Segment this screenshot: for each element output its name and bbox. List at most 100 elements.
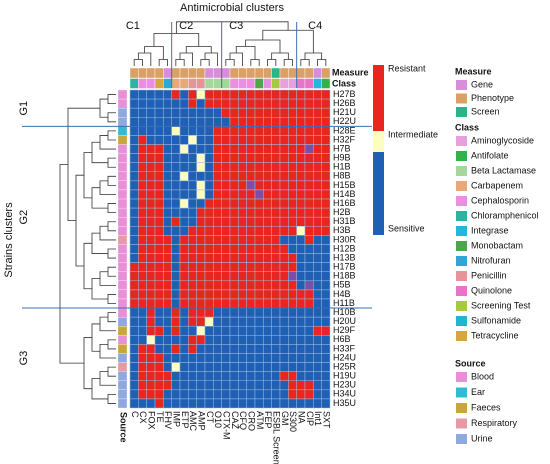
cell: [188, 398, 197, 409]
source-cell: [117, 262, 128, 272]
cell: [179, 344, 189, 354]
dendrogram: [133, 59, 143, 66]
dendrogram: [107, 393, 116, 404]
cell: [213, 307, 222, 318]
cell: [271, 353, 281, 363]
cell: [238, 389, 247, 400]
cell: [179, 189, 189, 200]
cell: [254, 135, 264, 145]
cell: [254, 207, 264, 218]
cell: [313, 262, 322, 272]
cell: [204, 307, 214, 318]
cell: [138, 253, 147, 263]
legend-label: Urine: [471, 433, 493, 443]
cell: [129, 335, 139, 345]
cell: [154, 362, 164, 372]
cell: [263, 253, 272, 263]
scale-resistant: [373, 65, 384, 131]
cell: [188, 89, 197, 100]
cell: [263, 107, 272, 118]
cell: [229, 244, 239, 254]
cell: [288, 171, 297, 182]
cell: [279, 389, 289, 400]
cell: [254, 216, 264, 227]
cell: [271, 98, 281, 109]
cell: [288, 389, 297, 400]
cell: [154, 398, 164, 409]
cell: [229, 389, 239, 400]
column-label: GM: [280, 411, 290, 426]
cell: [321, 271, 331, 282]
dendrogram: [91, 323, 100, 352]
column-label: CX: [138, 411, 148, 424]
cell: [204, 162, 214, 173]
cell: [229, 289, 239, 300]
cell: [204, 398, 214, 409]
cell: [321, 189, 331, 200]
cell: [213, 362, 222, 372]
cell: [154, 253, 164, 263]
cell: [179, 235, 189, 245]
source-cell: [117, 171, 128, 182]
cell: [146, 316, 156, 327]
cell: [188, 162, 197, 173]
row-label: H21U: [333, 107, 356, 117]
cell: [196, 389, 206, 400]
cell: [179, 280, 189, 291]
cell: [279, 135, 289, 145]
cell: [129, 371, 139, 381]
cell: [246, 307, 256, 318]
cell: [188, 353, 197, 363]
cell: [196, 180, 206, 191]
source-cell: [117, 389, 128, 400]
cell: [179, 289, 189, 300]
source-cell: [117, 362, 128, 372]
legend-label: Blood: [471, 371, 494, 381]
cell: [129, 344, 139, 354]
cell: [321, 198, 331, 209]
cell: [188, 216, 197, 227]
cell: [138, 380, 147, 391]
dendrogram: [262, 29, 314, 53]
cell: [279, 307, 289, 318]
cell: [238, 107, 247, 118]
cell: [204, 298, 214, 309]
cell: [221, 325, 231, 336]
cell: [196, 262, 206, 272]
cell: [163, 89, 172, 100]
source-cell: [117, 217, 128, 227]
cell: [321, 89, 331, 100]
cell: [321, 325, 331, 336]
cell: [246, 344, 256, 354]
class-cell: [254, 78, 264, 89]
cell: [163, 335, 172, 345]
cell: [313, 144, 322, 154]
cell: [254, 171, 264, 182]
cell: [321, 162, 331, 173]
row-label: H11B: [333, 298, 355, 308]
cell: [263, 325, 272, 336]
class-cell: [304, 78, 314, 89]
cell: [238, 235, 247, 245]
cell: [204, 89, 214, 100]
cell: [146, 189, 156, 200]
cell: [238, 126, 247, 136]
cell: [221, 189, 231, 200]
cell: [279, 325, 289, 336]
cell: [271, 389, 281, 400]
cell: [138, 353, 147, 363]
cell: [288, 253, 297, 263]
cell: [321, 244, 331, 254]
cell: [296, 325, 306, 336]
cell: [263, 289, 272, 300]
cell: [154, 280, 164, 291]
cell: [196, 253, 206, 263]
cell: [179, 98, 189, 109]
cell: [321, 135, 331, 145]
row-label: H34U: [333, 389, 356, 399]
cell: [154, 262, 164, 272]
cell: [321, 107, 331, 118]
legend-label: Chloramphenicol: [471, 210, 539, 220]
cell: [171, 135, 181, 145]
cell: [138, 126, 147, 136]
